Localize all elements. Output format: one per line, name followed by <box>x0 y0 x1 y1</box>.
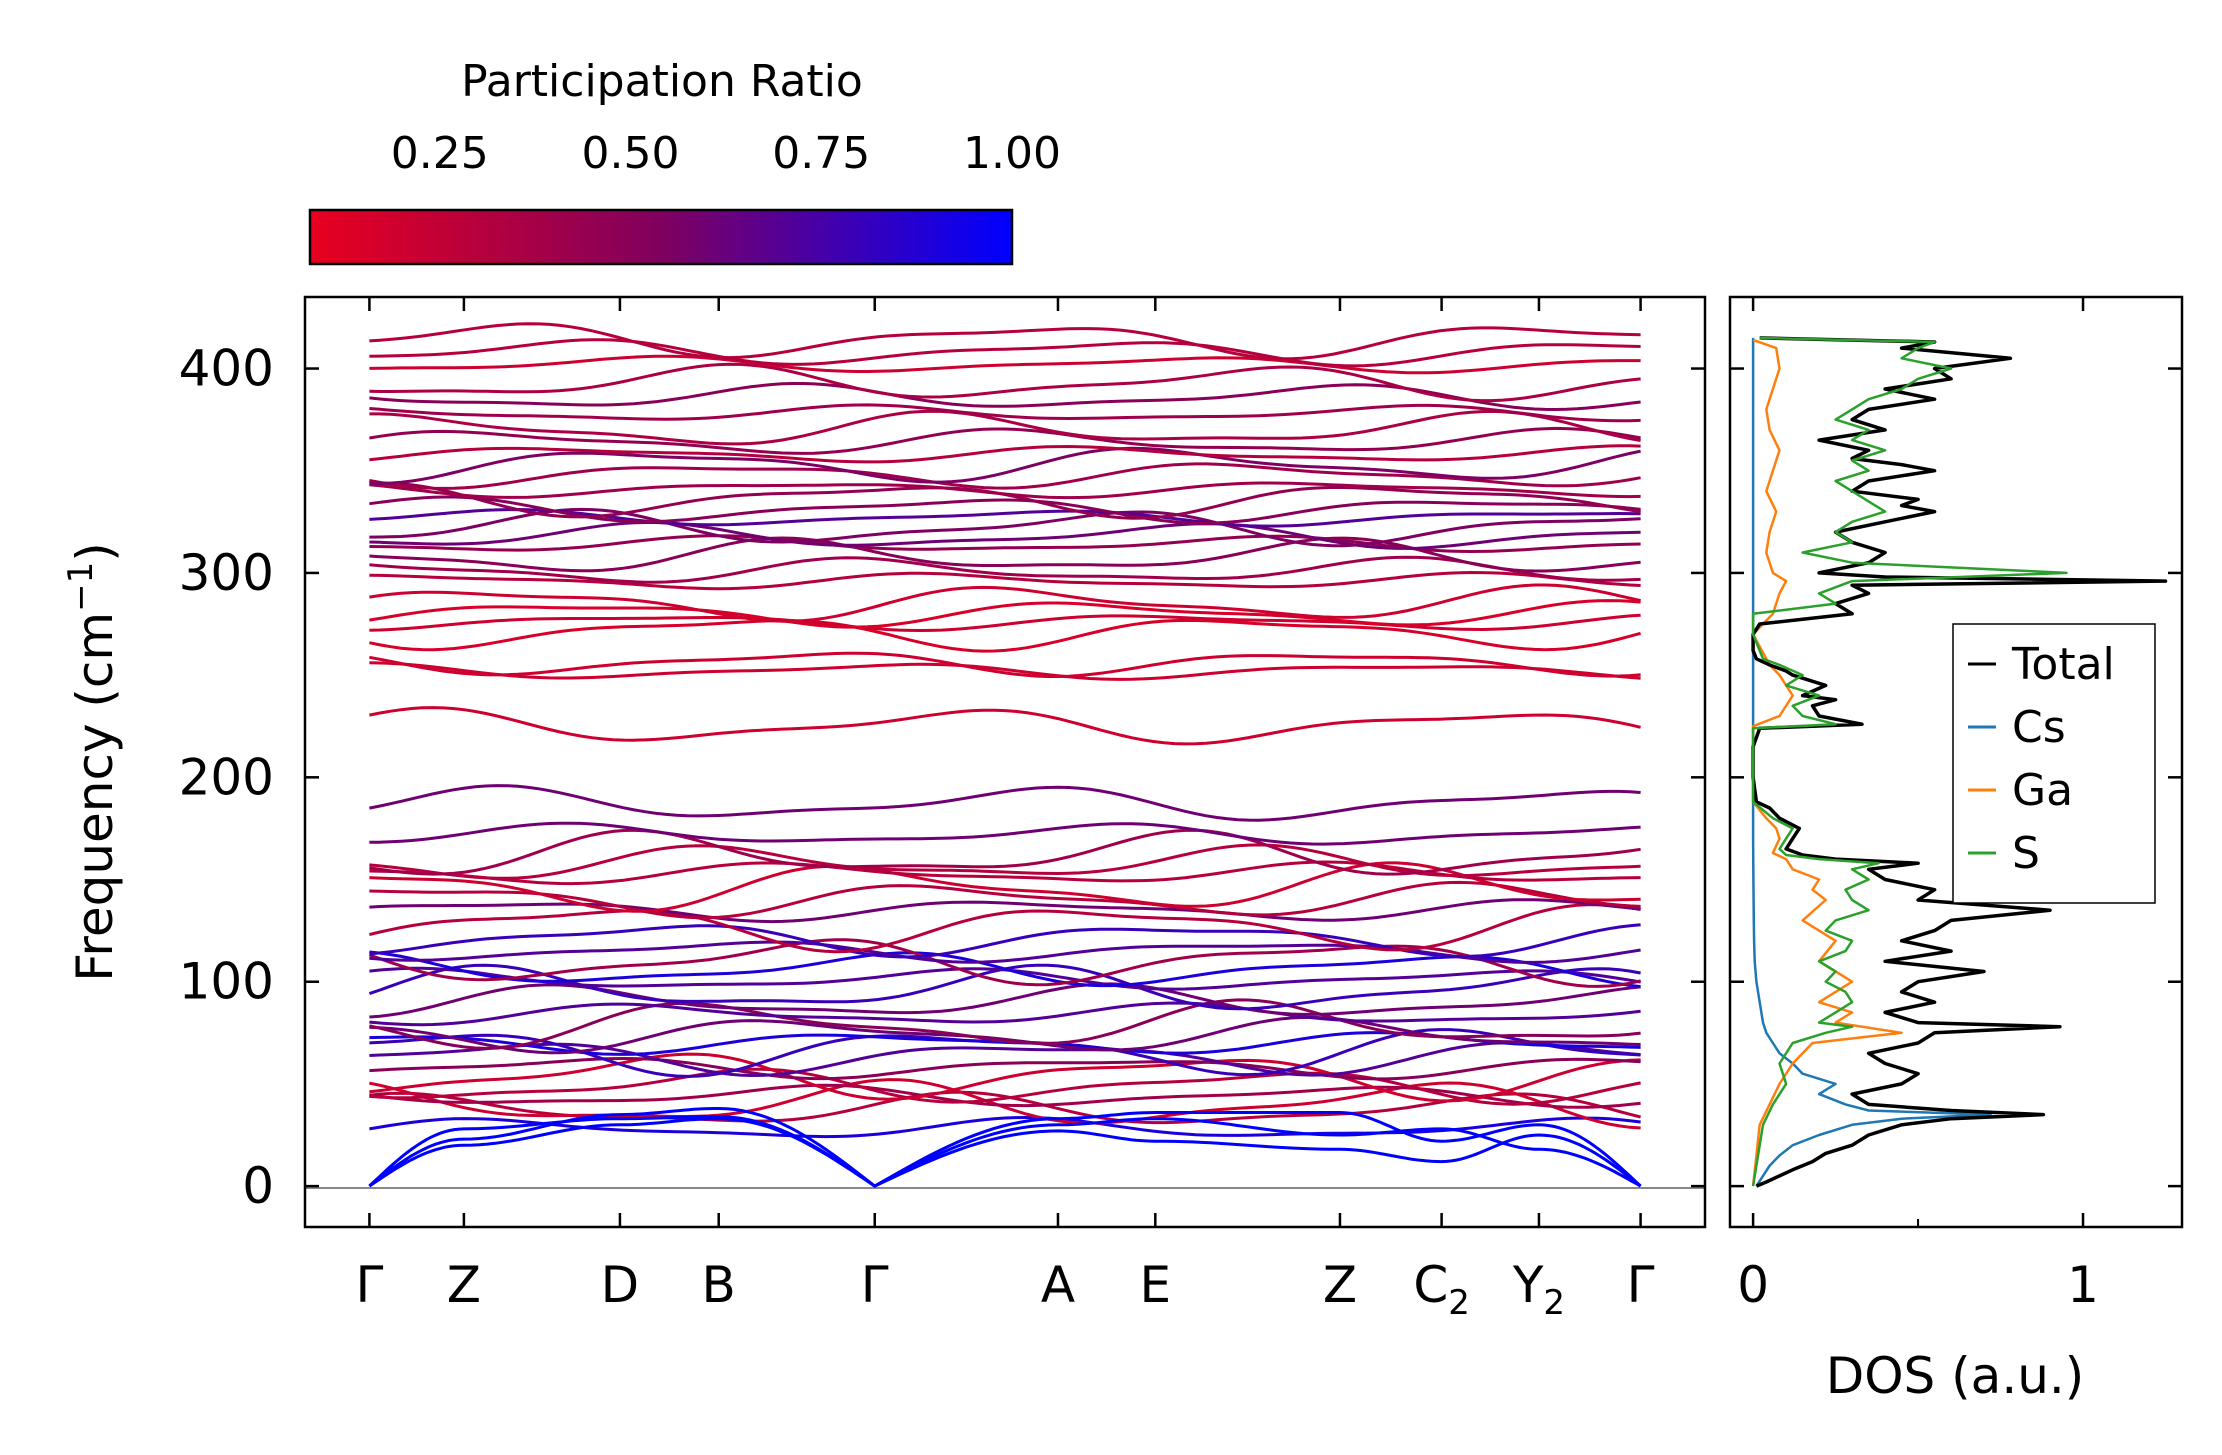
colorbar: Participation Ratio 0.25 0.50 0.75 1.00 <box>308 56 1061 266</box>
optical-band <box>369 940 1641 964</box>
dispersion-panel: 0 100 200 300 400 Γ Z D B Γ A E Z C2 Y2 Γ Frequency (cm… <box>61 295 1707 1323</box>
colorbar-tick-label: 1.00 <box>963 128 1061 179</box>
optical-band <box>369 338 1641 368</box>
optical-band <box>369 354 1641 375</box>
optical-band <box>369 570 1641 591</box>
dos-x-tick-label: 1 <box>2067 1256 2099 1314</box>
colorbar-tick-label: 0.50 <box>581 128 679 179</box>
optical-band <box>369 661 1641 681</box>
dos-x-tick-label: 0 <box>1737 1256 1769 1314</box>
optical-band <box>369 1083 1641 1109</box>
kpoint-label: A <box>1041 1256 1075 1314</box>
optical-band <box>369 403 1641 423</box>
optical-band <box>369 821 1641 846</box>
optical-band <box>369 409 1641 446</box>
dispersion-frame <box>303 295 1707 1229</box>
kpoint-label: Z <box>447 1256 481 1314</box>
optical-band <box>369 481 1641 500</box>
optical-band <box>369 998 1641 1050</box>
optical-band <box>369 1056 1641 1081</box>
legend-label: Cs <box>2012 702 2066 753</box>
optical-band <box>369 507 1641 548</box>
optical-band <box>369 1041 1641 1078</box>
kpoint-label: Y2 <box>1512 1256 1565 1323</box>
optical-band <box>369 903 1641 954</box>
optical-band <box>369 534 1641 554</box>
kpoint-label: E <box>1140 1256 1172 1314</box>
legend-label: Ga <box>2012 765 2073 816</box>
kpoint-label: C2 <box>1413 1256 1470 1323</box>
legend-label: Total <box>2011 639 2115 690</box>
kpoint-label: Γ <box>1627 1256 1655 1314</box>
optical-band <box>369 507 1641 528</box>
dos-series-ga <box>1751 338 1903 1187</box>
optical-band <box>369 1067 1641 1106</box>
optical-band <box>369 382 1641 412</box>
phonon-bands <box>368 322 1642 1188</box>
optical-band <box>369 446 1641 486</box>
optical-band <box>369 555 1641 584</box>
acoustic-band <box>368 1117 1642 1188</box>
optical-band <box>369 1052 1641 1103</box>
optical-band <box>369 613 1641 633</box>
y-tick-label: 0 <box>242 1157 274 1215</box>
legend: Total Cs Ga S <box>1952 623 2156 904</box>
y-tick-label: 100 <box>179 953 274 1011</box>
kpoint-label: D <box>601 1256 640 1314</box>
y-tick-label: 400 <box>179 340 274 398</box>
optical-band <box>369 1001 1641 1027</box>
optical-band <box>369 898 1641 924</box>
optical-band <box>369 982 1641 1019</box>
colorbar-gradient <box>308 208 1014 266</box>
colorbar-tick-label: 0.75 <box>772 128 870 179</box>
kpoint-label: Z <box>1323 1256 1357 1314</box>
dos-curves <box>1751 336 2168 1188</box>
optical-band <box>369 1078 1641 1130</box>
optical-band <box>369 362 1641 403</box>
optical-band <box>369 843 1641 880</box>
optical-band <box>369 828 1641 876</box>
optical-band <box>369 861 1641 913</box>
optical-band <box>369 322 1641 361</box>
kpoint-label: Γ <box>355 1256 383 1314</box>
y-axis-label: Frequency (cm−1) <box>61 542 124 982</box>
optical-band <box>369 618 1641 653</box>
optical-band <box>369 426 1641 455</box>
legend-box <box>1952 623 2156 904</box>
optical-band <box>369 923 1641 959</box>
kpoint-label: Γ <box>861 1256 889 1314</box>
colorbar-title: Participation Ratio <box>461 56 863 107</box>
y-tick-label: 300 <box>179 544 274 602</box>
optical-band <box>369 583 1641 623</box>
optical-band <box>369 462 1641 490</box>
optical-band <box>369 536 1641 573</box>
colorbar-ticks: 0.25 0.50 0.75 1.00 <box>391 128 1061 262</box>
optical-band <box>369 651 1641 678</box>
optical-band <box>369 880 1641 920</box>
dispersion-axes: 0 100 200 300 400 Γ Z D B Γ A E Z C2 Y2 Γ <box>179 297 1705 1323</box>
legend-label: S <box>2012 828 2040 879</box>
optical-band <box>369 706 1641 746</box>
colorbar-tick-label: 0.25 <box>391 128 489 179</box>
legend-items: Total Cs Ga S <box>1968 639 2115 879</box>
kpoint-label: B <box>702 1256 736 1314</box>
dos-frame <box>1728 295 2184 1229</box>
optical-band <box>369 950 1641 989</box>
acoustic-band <box>368 1107 1642 1188</box>
dos-series-s <box>1751 336 2068 1187</box>
optical-band <box>369 444 1641 464</box>
optical-band <box>369 784 1641 822</box>
y-tick-label: 200 <box>179 748 274 806</box>
dos-x-axis-label: DOS (a.u.) <box>1826 1347 2085 1405</box>
optical-band <box>369 599 1641 629</box>
optical-band <box>369 521 1641 550</box>
